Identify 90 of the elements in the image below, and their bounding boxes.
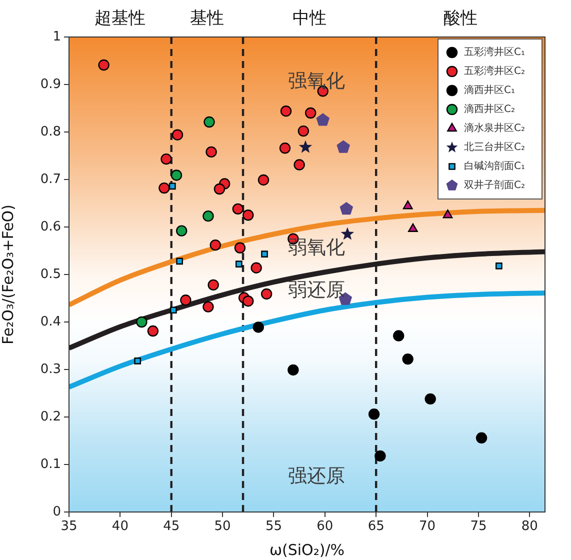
y-tick-label: 1 — [52, 29, 61, 44]
point — [260, 288, 272, 300]
point — [202, 301, 214, 312]
point — [214, 183, 226, 195]
point — [202, 210, 214, 222]
y-tick-label: 0.9 — [40, 76, 61, 92]
point — [170, 306, 177, 314]
point — [158, 182, 170, 194]
point — [98, 59, 110, 71]
point — [279, 142, 291, 154]
x-tick-label: 80 — [521, 519, 538, 534]
point — [442, 210, 453, 218]
annotation: 强氧化 — [288, 70, 346, 92]
x-tick-label: 40 — [112, 519, 128, 534]
point — [298, 125, 310, 137]
point — [170, 170, 182, 181]
annotation: 弱氧化 — [288, 236, 346, 258]
point — [402, 353, 414, 365]
point — [134, 358, 142, 364]
legend-label: 北三台井区C₂ — [464, 141, 525, 154]
point — [408, 223, 418, 232]
point — [206, 146, 217, 158]
y-axis-title: Fe₂O₃/(Fe₂O₃+FeO) — [0, 204, 17, 344]
point — [393, 330, 404, 342]
point — [336, 140, 350, 153]
point — [168, 182, 176, 190]
x-axis-title: ω(SiO₂)/% — [269, 540, 345, 559]
point — [136, 316, 148, 328]
y-tick-label: 0.1 — [40, 456, 61, 472]
point — [298, 140, 312, 153]
annotation: 强还原 — [288, 464, 346, 487]
point — [316, 113, 330, 126]
x-tick-label: 55 — [265, 519, 282, 534]
point — [402, 200, 413, 210]
point — [280, 106, 292, 117]
point — [374, 450, 386, 462]
x-tick-label: 70 — [419, 519, 436, 534]
point — [250, 262, 262, 274]
point — [258, 174, 270, 186]
y-tick-label: 0.8 — [40, 124, 61, 140]
legend-label: 滴西井区C₂ — [464, 103, 515, 116]
point — [172, 129, 184, 140]
legend-label: 白碱沟剖面C₁ — [464, 160, 525, 172]
point — [261, 250, 268, 258]
point — [368, 408, 380, 420]
legend-label: 五彩湾井区C₂ — [464, 65, 525, 78]
y-tick-label: 0.3 — [40, 362, 61, 377]
y-tick-label: 0.5 — [40, 266, 61, 282]
point — [176, 225, 188, 236]
legend-label: 滴水泉井区C₂ — [464, 122, 525, 134]
x-tick-label: 75 — [470, 519, 487, 534]
x-tick-label: 50 — [214, 519, 231, 534]
point — [252, 322, 264, 333]
x-tick-label: 35 — [60, 519, 78, 534]
point — [288, 364, 299, 376]
y-tick-label: 0.2 — [40, 409, 61, 424]
legend-label: 滴西井区C₁ — [464, 84, 515, 96]
point — [176, 258, 183, 265]
band-label: 基性 — [190, 8, 224, 28]
band-label: 中性 — [292, 8, 327, 28]
y-tick-label: 0.7 — [40, 172, 61, 187]
x-tick-label: 45 — [163, 519, 180, 534]
legend-label: 五彩湾井区C₁ — [464, 46, 525, 58]
point — [340, 202, 354, 215]
point — [210, 239, 221, 251]
point — [208, 279, 219, 291]
point — [242, 296, 254, 307]
point — [147, 325, 159, 337]
point — [294, 159, 305, 170]
point — [236, 260, 242, 268]
y-tick-label: 0 — [52, 504, 61, 520]
point — [234, 242, 246, 254]
point — [340, 227, 354, 240]
y-tick-label: 0.4 — [40, 314, 61, 330]
band-label: 酸性 — [444, 8, 478, 28]
x-tick-label: 60 — [316, 519, 334, 534]
point — [476, 432, 488, 444]
point — [304, 107, 316, 119]
point — [232, 203, 244, 215]
point — [204, 116, 215, 128]
point — [180, 294, 192, 306]
x-tick-label: 65 — [368, 519, 384, 534]
point — [160, 153, 172, 165]
annotation: 弱还原 — [288, 279, 346, 302]
point — [424, 393, 436, 405]
y-tick-label: 0.6 — [40, 219, 61, 234]
legend-label: 双井子剖面C₂ — [464, 179, 525, 192]
band-label: 超基性 — [94, 8, 146, 28]
point — [496, 262, 502, 270]
point — [242, 210, 254, 221]
